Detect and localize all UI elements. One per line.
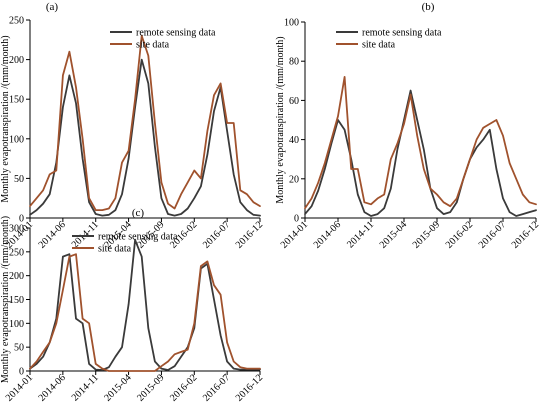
- y-tick-label: 0: [19, 214, 24, 225]
- series-line-remote-sensing: [304, 89, 537, 217]
- x-tick-label: 2015-09: [135, 372, 166, 403]
- x-tick-label: 2016-02: [444, 219, 475, 250]
- x-tick-label: 2016-12: [234, 219, 265, 250]
- y-tick-label: 100: [9, 134, 24, 145]
- x-tick-label: 2016-12: [510, 219, 541, 250]
- y-tick-label: 0: [294, 214, 299, 225]
- y-tick-label: 40: [289, 135, 299, 146]
- series-line-site: [29, 253, 261, 372]
- x-tick-label: 2014-11: [70, 372, 101, 403]
- x-tick-label: 2016-07: [477, 219, 508, 250]
- y-tick-label: 60: [289, 96, 299, 107]
- x-tick-label: 2015-04: [378, 219, 409, 250]
- x-tick-label: 2016-02: [168, 372, 199, 403]
- x-tick-label: 2016-07: [201, 372, 232, 403]
- y-tick-label: 80: [289, 57, 299, 68]
- x-tick-label: 2014-06: [312, 219, 343, 250]
- y-tick-label: 200: [9, 55, 24, 66]
- y-tick-label: 100: [9, 319, 24, 330]
- x-tick-label: 2016-12: [234, 372, 265, 403]
- x-tick-label: 2016-07: [201, 219, 232, 250]
- y-axis-label: Monthly evapotranspiration /(mm/month): [275, 36, 286, 203]
- y-tick-label: 200: [9, 271, 24, 282]
- legend-label: site data: [362, 40, 396, 51]
- x-tick-label: 2015-04: [102, 372, 133, 403]
- y-tick-label: 0: [19, 367, 24, 378]
- legend-label: site data: [98, 244, 132, 255]
- y-tick-label: 100: [284, 18, 299, 29]
- series-line-site: [304, 76, 537, 210]
- panel-label: (a): [46, 1, 59, 13]
- x-tick-label: 2014-11: [70, 219, 101, 250]
- legend-label: remote sensing data: [362, 28, 442, 39]
- y-tick-label: 20: [289, 174, 299, 185]
- y-tick-label: 50: [14, 174, 24, 185]
- y-tick-label: 250: [9, 247, 24, 258]
- y-axis-label: Monthly evapotranspiration /(mm/month): [0, 216, 11, 383]
- series-line-remote-sensing: [29, 58, 261, 217]
- y-axis-label: Monthly evapotranspiration /(mm/month): [0, 35, 11, 202]
- legend-label: site data: [136, 40, 170, 51]
- series-line-remote-sensing: [29, 238, 261, 371]
- panel-label: (c): [132, 207, 145, 219]
- panel-label: (b): [422, 1, 435, 13]
- y-tick-label: 250: [9, 16, 24, 27]
- y-tick-label: 150: [9, 295, 24, 306]
- x-tick-label: 2014-06: [37, 372, 68, 403]
- x-tick-label: 2014-06: [37, 219, 68, 250]
- legend-label: remote sensing data: [136, 28, 216, 39]
- y-tick-label: 50: [14, 343, 24, 354]
- y-tick-label: 300: [9, 224, 24, 235]
- series-line-site: [29, 34, 261, 212]
- y-tick-label: 150: [9, 95, 24, 106]
- legend-label: remote sensing data: [98, 232, 178, 243]
- x-tick-label: 2015-09: [411, 219, 442, 250]
- x-tick-label: 2014-11: [345, 219, 376, 250]
